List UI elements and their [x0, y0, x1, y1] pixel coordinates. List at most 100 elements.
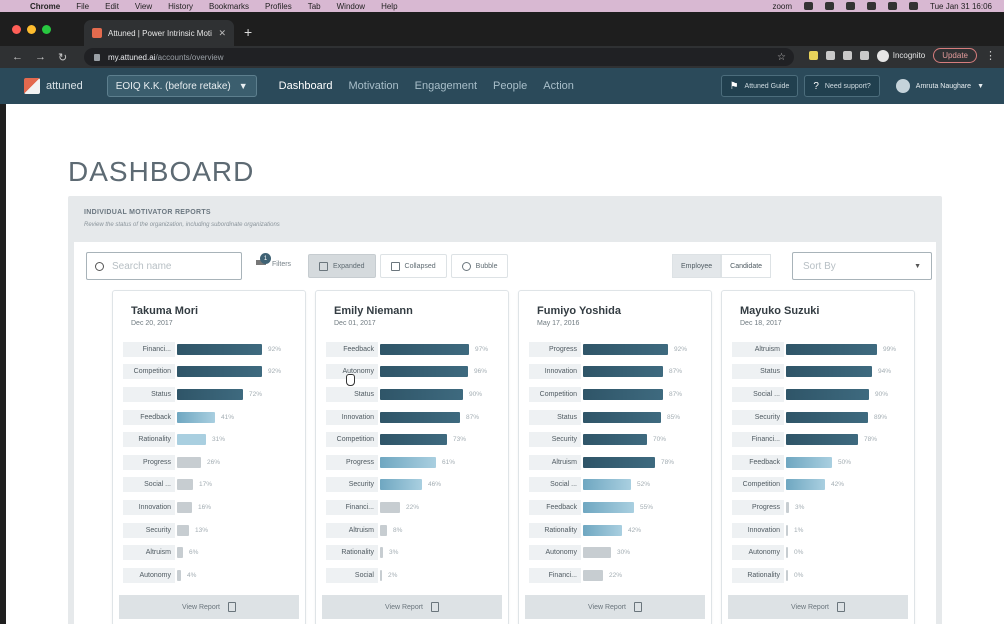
- motivator-percent: 1%: [794, 526, 804, 534]
- motivator-label: Rationality: [732, 567, 784, 583]
- nav-engagement[interactable]: Engagement: [414, 80, 478, 92]
- sidepanel-icon[interactable]: [859, 51, 869, 60]
- attuned-logo[interactable]: attuned: [24, 78, 83, 94]
- menu-file[interactable]: File: [76, 1, 90, 11]
- menu-profiles[interactable]: Profiles: [265, 1, 292, 11]
- motivator-row: Innovation 87%: [326, 406, 488, 429]
- headphones-icon[interactable]: [825, 2, 835, 10]
- menu-kebab-icon[interactable]: ⋮: [985, 50, 996, 62]
- clock[interactable]: Tue Jan 31 16:06: [930, 1, 992, 11]
- menu-bookmarks[interactable]: Bookmarks: [209, 1, 250, 11]
- sort-by-select[interactable]: Sort By ▼: [792, 252, 932, 280]
- user-name: Amruta Naughare: [915, 82, 972, 90]
- maximize-window-icon[interactable]: [42, 25, 51, 34]
- view-collapsed-button[interactable]: Collapsed: [379, 254, 447, 278]
- view-report-button[interactable]: View Report: [525, 595, 705, 619]
- motivator-label: Financi...: [732, 432, 784, 448]
- motivator-label: Innovation: [732, 522, 784, 538]
- menu-tab[interactable]: Tab: [307, 1, 321, 11]
- puzzle-icon[interactable]: [842, 51, 852, 60]
- employee-name[interactable]: Mayuko Suzuki: [740, 305, 820, 317]
- motivator-label: Progress: [732, 499, 784, 515]
- view-report-button[interactable]: View Report: [728, 595, 908, 619]
- report-card[interactable]: Takuma Mori Dec 20, 2017 Financi... 92% Comp…: [112, 290, 306, 624]
- incognito-badge[interactable]: Incognito: [876, 49, 925, 62]
- motivator-row: Altruism 8%: [326, 519, 488, 542]
- back-icon[interactable]: ←: [12, 51, 23, 63]
- motivator-label: Status: [123, 386, 175, 402]
- motivator-percent: 89%: [874, 413, 888, 421]
- wifi-icon[interactable]: [867, 2, 877, 10]
- forward-icon[interactable]: →: [35, 51, 46, 63]
- motivator-label: Innovation: [529, 364, 581, 380]
- nav-motivation[interactable]: Motivation: [348, 80, 399, 92]
- update-button[interactable]: Update: [933, 48, 977, 63]
- chevron-down-icon: ▼: [238, 81, 248, 91]
- menu-help[interactable]: Help: [381, 1, 398, 11]
- bookmark-star-icon[interactable]: ☆: [777, 51, 786, 63]
- report-card[interactable]: Fumiyo Yoshida May 17, 2016 Progress 92% Inn…: [518, 290, 712, 624]
- lock-icon[interactable]: [94, 53, 100, 61]
- org-selector[interactable]: EOIQ K.K. (before retake) ▼: [106, 75, 257, 97]
- employee-name[interactable]: Takuma Mori: [131, 305, 199, 317]
- view-bubble-button[interactable]: Bubble: [450, 254, 509, 278]
- view-report-button[interactable]: View Report: [322, 595, 502, 619]
- motivator-row: Security 89%: [732, 406, 896, 429]
- support-button[interactable]: ? Need support?: [804, 75, 880, 97]
- zoom-status[interactable]: zoom: [772, 1, 793, 11]
- nav-action[interactable]: Action: [543, 80, 574, 92]
- extension-icon-2[interactable]: [825, 51, 835, 60]
- org-selector-label: EOIQ K.K. (before retake): [115, 80, 231, 92]
- toggle-employee[interactable]: Employee: [672, 254, 722, 278]
- motivator-bar: [380, 479, 422, 491]
- mouse-cursor-icon: [346, 374, 355, 386]
- view-report-button[interactable]: View Report: [119, 595, 299, 619]
- motivator-row: Social ... 52%: [529, 474, 687, 497]
- toolbar-actions: Incognito Update ⋮: [808, 48, 996, 63]
- motivator-percent: 42%: [628, 526, 642, 534]
- report-date: Dec 01, 2017: [334, 320, 376, 327]
- user-menu[interactable]: Amruta Naughare ▼: [895, 79, 984, 93]
- minimize-window-icon[interactable]: [27, 25, 36, 34]
- battery-icon[interactable]: [846, 2, 856, 10]
- menu-app[interactable]: Chrome: [30, 1, 61, 11]
- report-card[interactable]: Mayuko Suzuki Dec 18, 2017 Altruism 99% Stat…: [721, 290, 915, 624]
- search-input[interactable]: [112, 260, 232, 272]
- tab-close-icon[interactable]: ✕: [218, 27, 226, 38]
- report-card[interactable]: Emily Niemann Dec 01, 2017 Feedback 97% Auto…: [315, 290, 509, 624]
- panel-body: 1 Filters Expanded Collapsed B: [74, 242, 936, 624]
- motivator-label: Rationality: [326, 545, 378, 561]
- employee-name[interactable]: Emily Niemann: [334, 305, 413, 317]
- search-box[interactable]: [86, 252, 242, 280]
- toggle-candidate[interactable]: Candidate: [721, 254, 772, 278]
- main-nav: Dashboard Motivation Engagement People A…: [271, 68, 582, 104]
- search-icon[interactable]: [888, 2, 898, 10]
- menu-history[interactable]: History: [168, 1, 194, 11]
- close-window-icon[interactable]: [12, 25, 21, 34]
- nav-dashboard[interactable]: Dashboard: [278, 80, 333, 92]
- motivator-bar: [380, 366, 468, 378]
- motivator-percent: 55%: [640, 503, 654, 511]
- reload-icon[interactable]: ↻: [58, 51, 68, 64]
- new-tab-icon[interactable]: +: [244, 24, 253, 40]
- collapse-icon: [390, 261, 400, 271]
- address-bar[interactable]: my.attuned.ai /accounts/overview ☆: [84, 48, 794, 66]
- motivator-label: Competition: [529, 386, 581, 402]
- motivator-bar: [380, 524, 387, 536]
- control-center-icon[interactable]: [909, 2, 919, 10]
- menu-edit[interactable]: Edit: [105, 1, 119, 11]
- attuned-guide-button[interactable]: ⚑ Attuned Guide: [720, 75, 799, 97]
- menu-window[interactable]: Window: [336, 1, 366, 11]
- extension-icon[interactable]: [808, 51, 818, 60]
- view-expanded-button[interactable]: Expanded: [308, 254, 376, 278]
- motivator-bar: [177, 388, 243, 400]
- nav-people[interactable]: People: [493, 80, 528, 92]
- motivator-percent: 92%: [268, 368, 282, 376]
- motivator-label: Autonomy: [529, 545, 581, 561]
- filters-button[interactable]: 1 Filters: [256, 253, 291, 268]
- employee-name[interactable]: Fumiyo Yoshida: [537, 305, 621, 317]
- shield-icon[interactable]: [804, 2, 814, 10]
- browser-tab[interactable]: Attuned | Power Intrinsic Moti ✕: [84, 20, 234, 46]
- menu-view[interactable]: View: [134, 1, 153, 11]
- motivator-label: Autonomy: [732, 545, 784, 561]
